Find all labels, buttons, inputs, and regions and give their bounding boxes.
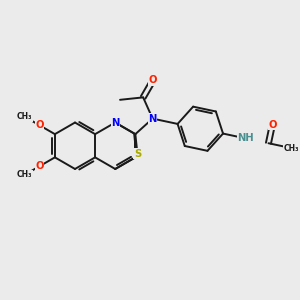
Text: NH: NH [237, 134, 254, 143]
Text: O: O [149, 75, 157, 85]
Text: CH₃: CH₃ [284, 144, 299, 153]
Text: N: N [148, 114, 157, 124]
Text: O: O [36, 161, 44, 171]
Text: CH₃: CH₃ [17, 170, 32, 179]
Text: O: O [268, 120, 277, 130]
Text: S: S [134, 149, 141, 159]
Text: N: N [111, 118, 119, 128]
Text: O: O [36, 120, 44, 130]
Text: CH₃: CH₃ [17, 112, 32, 121]
